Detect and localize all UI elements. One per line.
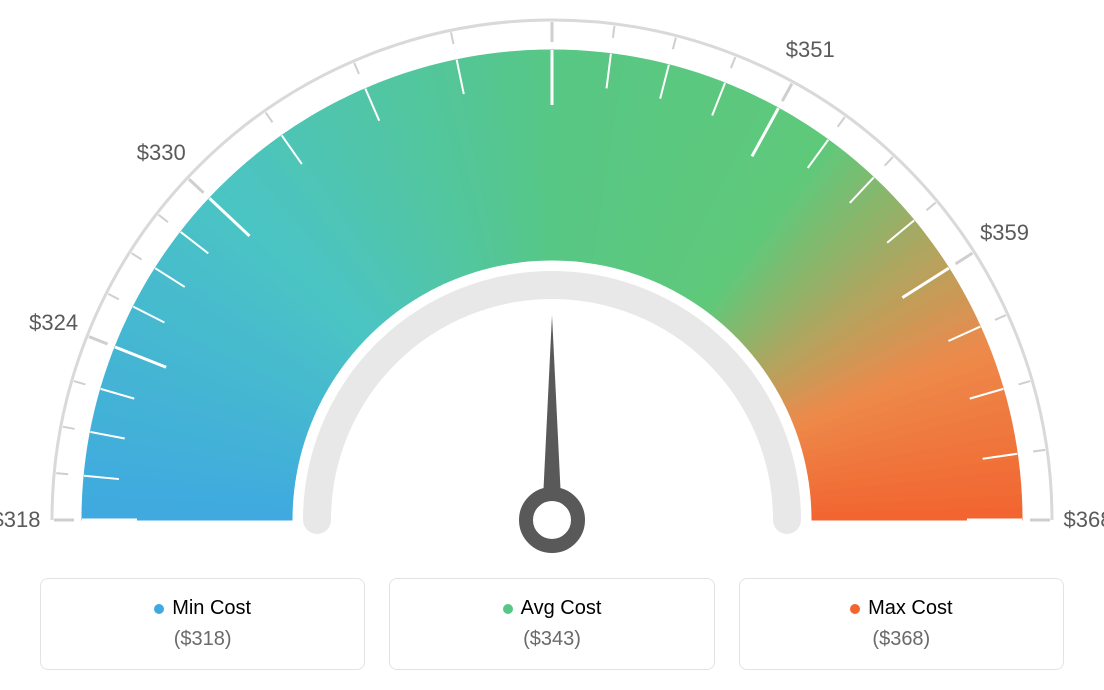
gauge-tick-label: $368 [1064,507,1104,533]
legend-title-min: Min Cost [154,597,251,620]
legend-title-max: Max Cost [850,597,952,620]
legend-value-avg: ($343) [400,628,703,651]
gauge-tick-label: $359 [980,220,1029,246]
legend-value-min: ($318) [51,628,354,651]
dot-min-icon [154,604,164,614]
legend-card-avg: Avg Cost ($343) [389,578,714,670]
gauge-svg [0,0,1104,560]
legend-card-min: Min Cost ($318) [40,578,365,670]
gauge-tick-label: $324 [29,310,78,336]
gauge-chart: $318$324$330$343$351$359$368 [0,0,1104,560]
legend-row: Min Cost ($318) Avg Cost ($343) Max Cost… [0,578,1104,670]
legend-label-avg: Avg Cost [521,597,602,620]
dot-max-icon [850,604,860,614]
legend-card-max: Max Cost ($368) [739,578,1064,670]
gauge-tick-label: $318 [0,507,40,533]
gauge-tick-label: $351 [786,37,835,63]
legend-label-max: Max Cost [868,597,952,620]
dot-avg-icon [503,604,513,614]
legend-title-avg: Avg Cost [503,597,602,620]
legend-label-min: Min Cost [172,597,251,620]
legend-value-max: ($368) [750,628,1053,651]
gauge-tick-label: $330 [137,140,186,166]
